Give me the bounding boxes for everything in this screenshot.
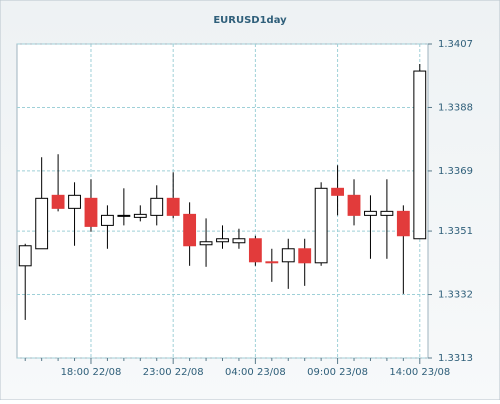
candle-body bbox=[18, 245, 32, 267]
y-tick-label: 1.3369 bbox=[438, 166, 473, 177]
x-tick-label: 04:00 23/08 bbox=[225, 367, 286, 378]
candle-body bbox=[380, 210, 394, 216]
candle-body bbox=[248, 238, 262, 263]
chart-title: EURUSD1day bbox=[213, 15, 287, 26]
y-tick-label: 1.3313 bbox=[438, 353, 473, 364]
candle-body bbox=[150, 197, 164, 216]
candle-body bbox=[183, 213, 197, 247]
candle-body bbox=[413, 70, 427, 240]
x-tick-label: 18:00 22/08 bbox=[61, 367, 122, 378]
y-tick-label: 1.3332 bbox=[438, 290, 473, 301]
candle-body bbox=[364, 210, 377, 216]
candle-body bbox=[84, 197, 98, 227]
candle-body bbox=[232, 238, 246, 244]
x-tick-label: 14:00 23/08 bbox=[389, 367, 450, 378]
candle-body bbox=[133, 213, 147, 218]
candle-body bbox=[117, 214, 131, 217]
candle-body bbox=[199, 241, 213, 246]
candle-body bbox=[166, 197, 180, 216]
candle-body bbox=[396, 210, 410, 237]
candle-body bbox=[68, 194, 81, 209]
x-tick-label: 23:00 22/08 bbox=[143, 367, 204, 378]
y-tick-label: 1.3351 bbox=[438, 226, 473, 237]
candle-body bbox=[51, 194, 65, 209]
candle-body bbox=[216, 238, 229, 243]
candle-body bbox=[35, 197, 49, 250]
y-tick-label: 1.3388 bbox=[438, 102, 473, 113]
y-tick-label: 1.3407 bbox=[438, 39, 473, 50]
candle-body bbox=[314, 187, 328, 264]
candle-body bbox=[281, 248, 295, 263]
candle-body bbox=[298, 248, 312, 264]
candle-body bbox=[101, 214, 114, 226]
x-tick-label: 09:00 23/08 bbox=[307, 367, 368, 378]
candle-body bbox=[347, 194, 361, 216]
candle-body bbox=[265, 261, 279, 264]
candle-body bbox=[331, 187, 344, 196]
